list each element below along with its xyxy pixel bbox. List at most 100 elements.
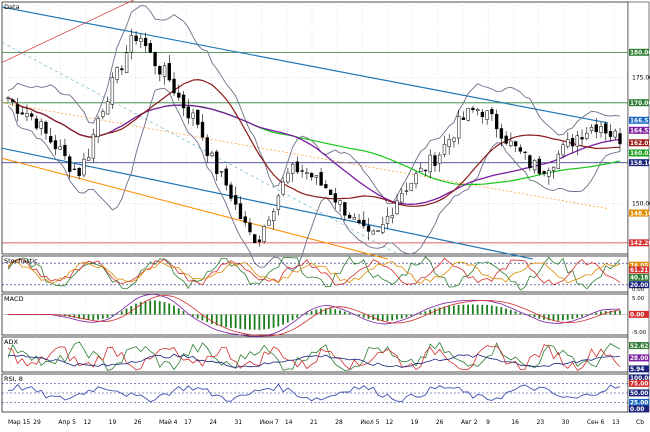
candle-body bbox=[532, 160, 537, 171]
candle-body bbox=[215, 151, 219, 174]
x-tick-label: 12 bbox=[386, 419, 394, 426]
macd-histogram-bar bbox=[552, 314, 555, 321]
osc-tag-Stochastic-3: 20.00 bbox=[630, 283, 648, 289]
x-tick-label: 26 bbox=[436, 419, 444, 426]
macd-histogram-bar bbox=[267, 314, 270, 329]
x-tick-label: 19 bbox=[109, 419, 117, 426]
candle-body bbox=[371, 230, 375, 235]
candle-body bbox=[219, 171, 224, 173]
candle-body bbox=[404, 190, 409, 192]
candle-body bbox=[490, 109, 494, 115]
macd-histogram-bar bbox=[149, 300, 152, 315]
x-tick-label: 9 bbox=[486, 419, 490, 426]
candle-body bbox=[589, 127, 594, 132]
candle-body bbox=[343, 202, 347, 216]
x-tick-label: 31 bbox=[235, 419, 243, 426]
macd-histogram-bar bbox=[519, 312, 522, 315]
candle-body bbox=[575, 135, 579, 147]
panel-title-data: Data bbox=[4, 3, 20, 11]
candle-body bbox=[177, 92, 181, 98]
macd-histogram-bar bbox=[486, 305, 488, 315]
macd-histogram-bar bbox=[377, 314, 379, 321]
macd-histogram-bar bbox=[538, 314, 541, 319]
candle-body bbox=[110, 77, 115, 105]
panel-title: Stochastic bbox=[4, 257, 38, 265]
candle-body bbox=[319, 172, 323, 186]
candle-body bbox=[34, 118, 39, 129]
candle-body bbox=[167, 63, 171, 81]
x-tick-label: 14 bbox=[285, 419, 293, 426]
stoch-d-line bbox=[7, 257, 621, 286]
macd-histogram-bar bbox=[367, 314, 370, 319]
candle-body bbox=[580, 137, 584, 140]
candle-body bbox=[143, 37, 148, 47]
macd-histogram-bar bbox=[604, 310, 607, 315]
candle-body bbox=[262, 225, 266, 242]
macd-histogram-bar bbox=[324, 308, 327, 315]
candle-body bbox=[352, 216, 356, 220]
x-tick-label: Апр 5 bbox=[58, 419, 76, 426]
candle-body bbox=[105, 101, 110, 115]
x-tick-label: 21 bbox=[310, 419, 318, 426]
candle-body bbox=[395, 200, 399, 215]
candle-body bbox=[381, 224, 385, 233]
candle-body bbox=[570, 137, 575, 147]
macd-histogram-bar bbox=[277, 314, 280, 327]
candle-body bbox=[82, 158, 86, 176]
macd-histogram-bar bbox=[619, 310, 621, 315]
candle-body bbox=[300, 170, 304, 172]
candle-body bbox=[471, 107, 475, 110]
candle-body bbox=[248, 222, 252, 233]
candle-body bbox=[148, 43, 152, 53]
candle-body bbox=[447, 139, 451, 147]
macd-histogram-bar bbox=[500, 307, 503, 315]
osc-tag-Stochastic-2: 40.18 bbox=[630, 276, 648, 282]
price-tag-5-bg bbox=[629, 149, 649, 157]
panel-frame-3 bbox=[1, 336, 629, 373]
macd-histogram-bar bbox=[305, 312, 308, 315]
macd-histogram-bar bbox=[106, 314, 109, 318]
macd-histogram-bar bbox=[495, 306, 498, 315]
osc-tag-Stochastic-2-bg bbox=[629, 273, 649, 281]
candle-body bbox=[613, 130, 617, 138]
price-tag-2: 166.51 bbox=[630, 119, 650, 125]
macd-histogram-bar bbox=[547, 314, 550, 321]
candle-body bbox=[504, 135, 508, 144]
candle-body bbox=[63, 144, 67, 157]
osc-tag-ADX-2-bg bbox=[629, 365, 649, 373]
candle-body bbox=[224, 168, 228, 186]
macd-histogram-bar bbox=[272, 314, 275, 328]
macd-histogram-bar bbox=[467, 304, 469, 315]
macd-histogram-bar bbox=[168, 303, 171, 315]
candle-body bbox=[409, 182, 413, 191]
macd-histogram-bar bbox=[362, 314, 365, 318]
price-tag-8-bg bbox=[629, 239, 649, 247]
macd-histogram-bar bbox=[101, 314, 104, 319]
price-tag-2-bg bbox=[629, 116, 649, 124]
candle-body bbox=[608, 131, 613, 137]
candle-body bbox=[357, 219, 361, 224]
x-tick-label: Июн 7 bbox=[260, 419, 279, 426]
macd-histogram-bar bbox=[405, 314, 408, 318]
osc-tag-Stochastic-1-bg bbox=[629, 266, 649, 274]
macd-histogram-bar bbox=[177, 308, 180, 315]
osc-tag-Stochastic-0-bg bbox=[629, 261, 649, 269]
price-tag-1-bg bbox=[629, 99, 649, 107]
candle-body bbox=[96, 118, 100, 137]
adx-plus-di-line bbox=[7, 341, 621, 371]
candle-body bbox=[276, 195, 281, 211]
osc-tag-Stochastic-3-bg bbox=[629, 281, 649, 289]
candle-body bbox=[281, 181, 285, 195]
macd-histogram-bar bbox=[585, 314, 588, 316]
x-tick-label: Мар 15 bbox=[8, 419, 30, 426]
candle-body bbox=[523, 151, 527, 154]
macd-histogram-bar bbox=[448, 306, 451, 315]
channel-lower bbox=[1, 147, 534, 260]
candle-body bbox=[20, 112, 24, 115]
macd-histogram-bar bbox=[391, 314, 394, 321]
osc-tag-RSI8-2-bg bbox=[629, 389, 649, 397]
candle-body bbox=[333, 193, 338, 203]
candle-body bbox=[200, 121, 205, 138]
macd-histogram-bar bbox=[125, 308, 128, 315]
candle-body bbox=[594, 124, 598, 133]
